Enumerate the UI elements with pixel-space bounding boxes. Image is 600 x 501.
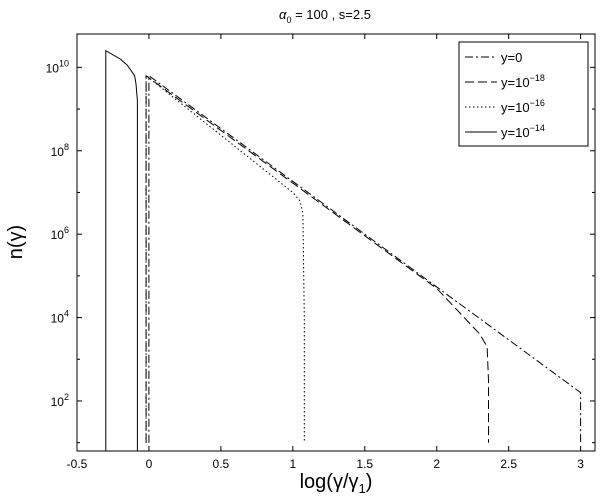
x-tick-label: 1 (289, 457, 296, 471)
legend-label-0: y=0 (501, 50, 522, 65)
y-tick-label: 108 (51, 142, 69, 159)
y-axis-label: n(γ) (5, 225, 27, 259)
series-line-0 (148, 74, 582, 443)
legend: y=0 y=10−18 y=10−16 y=10−14 (458, 41, 589, 147)
y-tick-label: 104 (51, 309, 69, 326)
y-tick-label: 1010 (46, 58, 69, 75)
y-tick-label: 106 (51, 225, 69, 242)
x-tick-label: 2 (433, 457, 440, 471)
x-tick-label: 0.5 (213, 457, 230, 471)
series-layer (105, 49, 582, 451)
x-tick-label: 3 (577, 457, 584, 471)
series-line-2 (145, 74, 305, 443)
x-tick-label: 0 (146, 457, 153, 471)
x-tick-label: 2.5 (500, 457, 517, 471)
legend-label-1: y=10−18 (501, 73, 545, 90)
legend-box (458, 41, 589, 147)
series-line-3 (105, 49, 138, 451)
y-axis-ticks: 102 104 106 108 1010 (46, 58, 595, 444)
x-axis-ticks: -0.5 0 0.5 1 1.5 2 2.5 3 (67, 34, 584, 471)
x-axis-label: log(γ/γ1) (300, 471, 373, 496)
series-line-1 (145, 74, 489, 443)
plot-frame (76, 33, 596, 452)
y-tick-label: 102 (51, 392, 69, 409)
x-tick-label: 1.5 (356, 457, 373, 471)
legend-label-2: y=10−16 (501, 98, 545, 115)
legend-label-3: y=10−14 (501, 123, 545, 140)
x-tick-label: -0.5 (67, 457, 88, 471)
chart-title: α0 = 100 , s=2.5 (279, 7, 371, 25)
